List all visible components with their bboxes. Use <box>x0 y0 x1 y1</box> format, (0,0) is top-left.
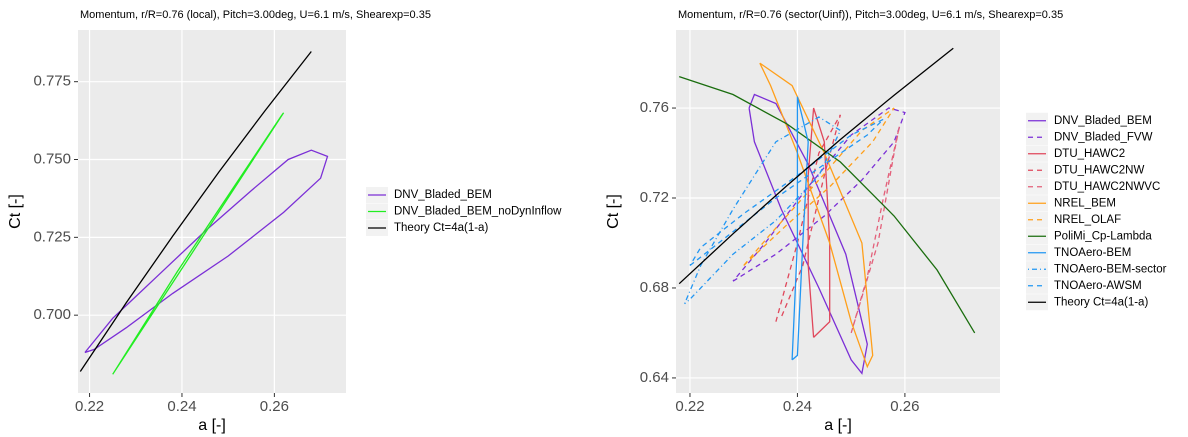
series-line <box>112 112 285 375</box>
y-axis-title: Ct [-] <box>605 194 622 229</box>
legend-label: TNOAero-BEM <box>1054 247 1131 259</box>
legend-label: DNV_Bladed_BEM_noDynInflow <box>394 206 562 218</box>
plot-background <box>78 30 346 393</box>
x-axis-title: a [-] <box>824 417 852 434</box>
y-axis-title: Ct [-] <box>7 194 24 229</box>
legend-label: NREL_BEM <box>1054 197 1116 209</box>
plot-background <box>676 30 1000 393</box>
x-tick-label: 0.22 <box>75 398 104 415</box>
y-tick-label: 0.750 <box>33 150 71 167</box>
series-line <box>791 96 809 361</box>
y-tick-label: 0.68 <box>640 279 669 296</box>
legend-label: NREL_OLAF <box>1054 214 1121 226</box>
y-tick-label: 0.64 <box>640 369 669 386</box>
legend-label: TNOAero-BEM-sector <box>1054 263 1167 275</box>
legend-label: DNV_Bladed_BEM <box>1054 115 1152 127</box>
series-line <box>850 125 901 334</box>
series-line <box>79 51 312 372</box>
legend-label: Theory Ct=4a(1-a) <box>394 222 488 234</box>
series-line <box>689 118 884 267</box>
legend-label: DTU_HAWC2NW <box>1054 164 1144 176</box>
y-tick-label: 0.700 <box>33 306 71 323</box>
x-tick-label: 0.22 <box>675 398 704 415</box>
legend-label: DNV_Bladed_FVW <box>1054 131 1153 143</box>
legend-label: TNOAero-AWSM <box>1054 280 1142 292</box>
series-line <box>84 149 329 354</box>
chart-title: Momentum, r/R=0.76 (sector(Uinf)), Pitch… <box>678 9 1063 21</box>
series-line <box>743 107 895 266</box>
series-line <box>759 62 874 369</box>
series-line <box>684 116 842 305</box>
series-line <box>678 75 976 334</box>
chart-title: Momentum, r/R=0.76 (local), Pitch=3.00de… <box>80 9 431 21</box>
x-tick-label: 0.26 <box>260 398 289 415</box>
legend-label: DTU_HAWC2 <box>1054 148 1125 160</box>
y-tick-label: 0.76 <box>640 99 669 116</box>
x-tick-label: 0.26 <box>890 398 919 415</box>
x-axis-title: a [-] <box>198 417 226 434</box>
y-tick-label: 0.72 <box>640 189 669 206</box>
legend-label: DTU_HAWC2NWVC <box>1054 181 1160 193</box>
x-tick-label: 0.24 <box>783 398 812 415</box>
legend-label: DNV_Bladed_BEM <box>394 189 492 201</box>
y-tick-label: 0.775 <box>33 73 71 90</box>
series-line <box>678 47 954 285</box>
legend-label: PoliMi_Cp-Lambda <box>1054 230 1152 242</box>
series-line <box>807 107 831 338</box>
x-tick-label: 0.24 <box>167 398 196 415</box>
y-tick-label: 0.725 <box>33 228 71 245</box>
legend-label: Theory Ct=4a(1-a) <box>1054 296 1148 308</box>
